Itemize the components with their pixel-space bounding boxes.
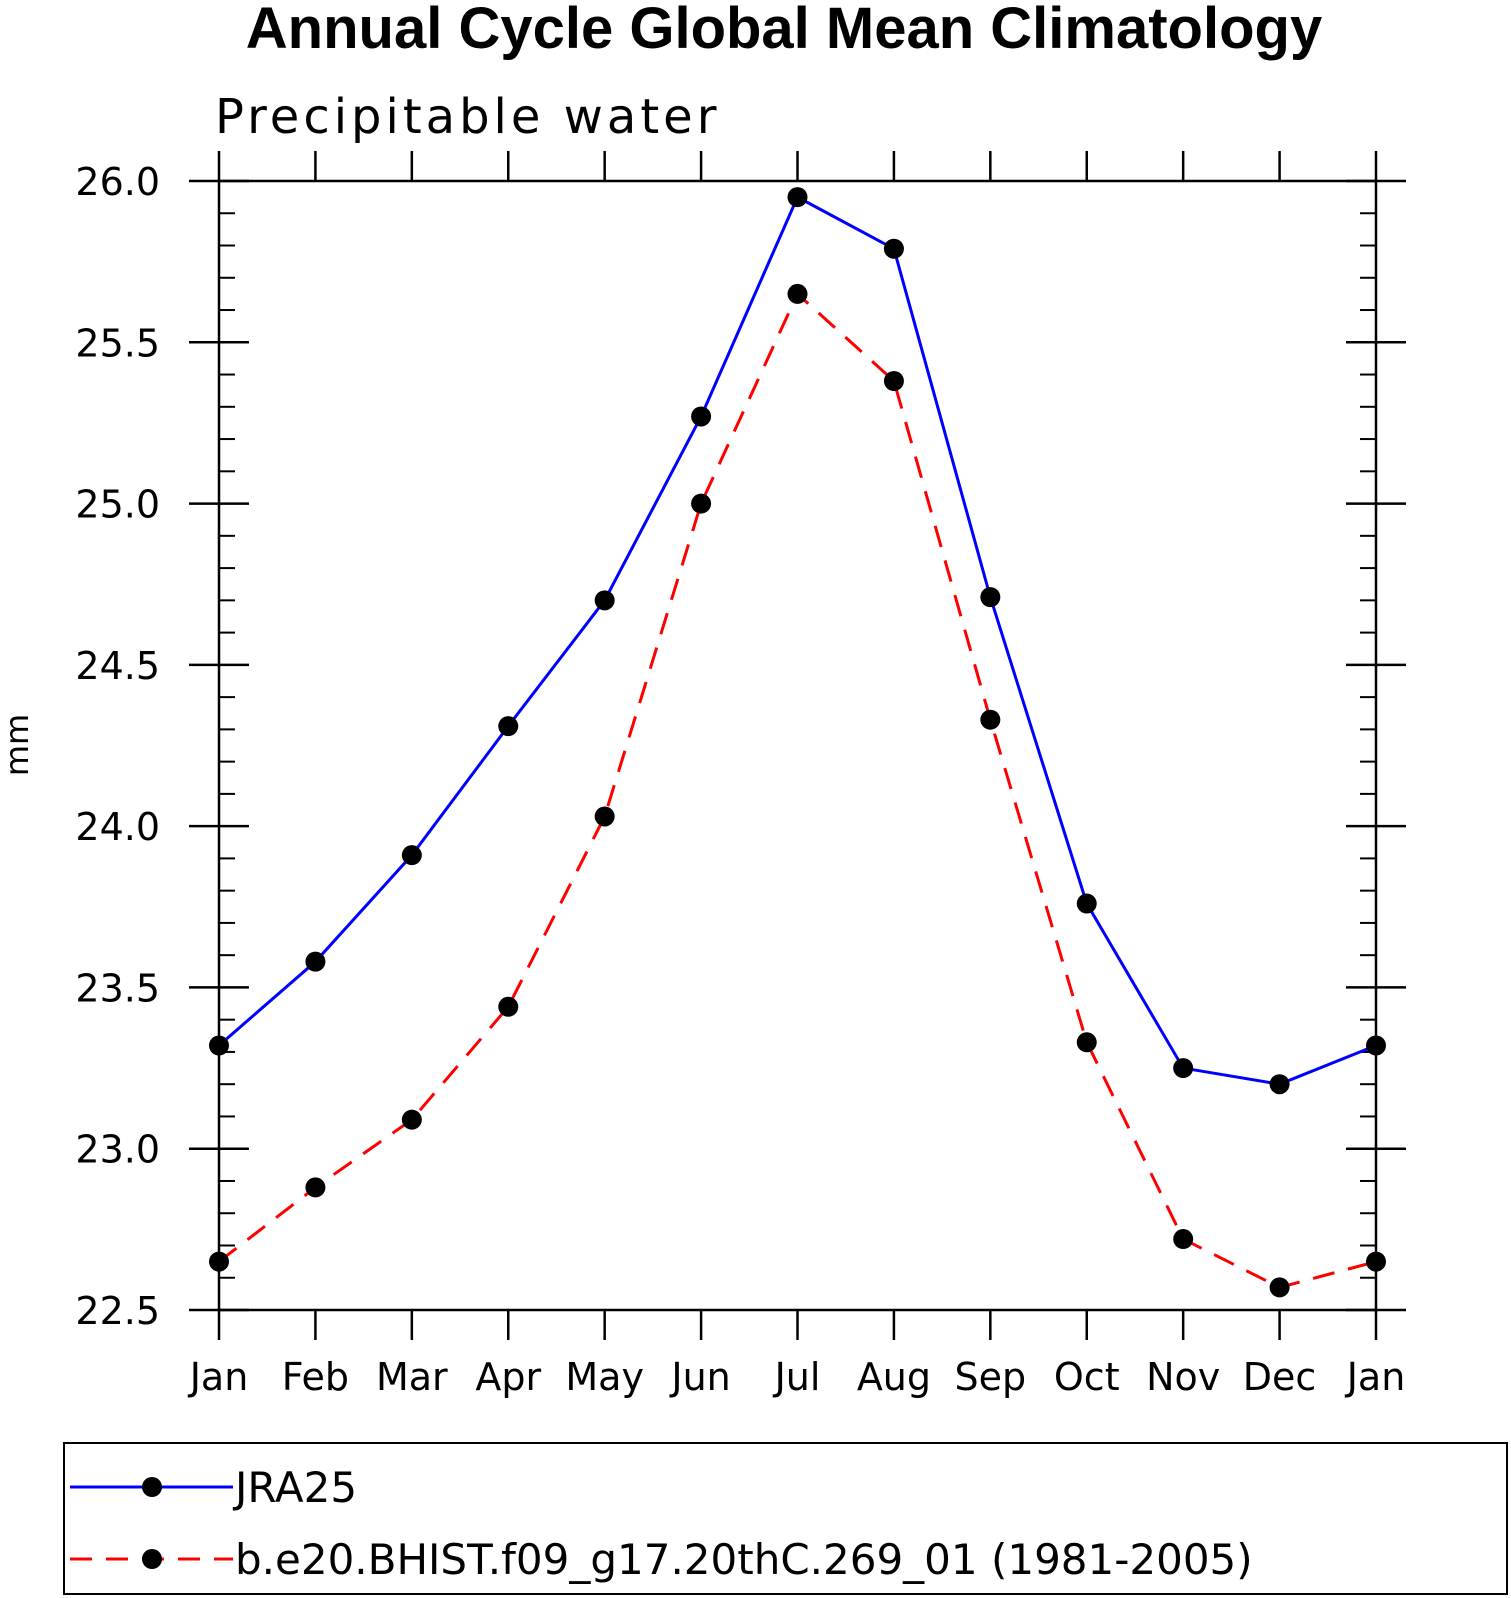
series-line-2 bbox=[218, 291, 1377, 1290]
series-2-point bbox=[787, 283, 808, 304]
series-1-point bbox=[1076, 893, 1097, 914]
x-tick-label: Jan bbox=[188, 1355, 249, 1399]
series-1-point bbox=[1269, 1074, 1290, 1095]
series-1-point bbox=[691, 406, 712, 427]
x-tick-label: Jan bbox=[1345, 1355, 1406, 1399]
x-tick-label: Feb bbox=[282, 1355, 349, 1399]
series-1-point bbox=[498, 716, 519, 737]
x-tick-label: Jul bbox=[773, 1355, 821, 1399]
legend: JRA25 b.e20.BHIST.f09_g17.20thC.269_01 (1… bbox=[63, 1442, 1508, 1595]
plot-area: Jan Feb Mar Apr May Jun Jul Aug Sep Oct Nov Dec Jan 2… bbox=[75, 151, 1406, 1399]
y-tick-label: 24.0 bbox=[75, 805, 160, 849]
x-tick-label: Apr bbox=[475, 1355, 541, 1399]
legend-marker-1 bbox=[142, 1477, 162, 1497]
y-tick-label: 25.5 bbox=[75, 321, 160, 365]
series-2-point bbox=[498, 996, 519, 1017]
x-tick-label: Mar bbox=[376, 1355, 448, 1399]
series-2-point bbox=[980, 709, 1001, 730]
series-2-point bbox=[305, 1177, 326, 1198]
y-tick-label: 23.0 bbox=[75, 1128, 160, 1172]
series-2-point bbox=[691, 493, 712, 514]
y-tick-label: 22.5 bbox=[75, 1289, 160, 1333]
series-1-point bbox=[980, 587, 1001, 608]
series-1-point bbox=[305, 951, 326, 972]
x-tick-label: Oct bbox=[1054, 1355, 1120, 1399]
chart-title: Annual Cycle Global Mean Climatology bbox=[246, 0, 1322, 61]
series-1-point bbox=[594, 590, 615, 611]
legend-box bbox=[63, 1442, 1508, 1595]
y-tick-label: 23.5 bbox=[75, 966, 160, 1010]
series-2-point bbox=[883, 370, 904, 391]
x-tick-label: Aug bbox=[857, 1355, 931, 1399]
series-1-point bbox=[401, 845, 422, 866]
series-1-point bbox=[787, 187, 808, 208]
y-axis-label: mm bbox=[0, 714, 36, 776]
chart-subtitle: Precipitable water bbox=[215, 89, 720, 145]
x-tick-label: Jun bbox=[669, 1355, 730, 1399]
series-2-point bbox=[1366, 1251, 1386, 1272]
legend-marker-2 bbox=[142, 1549, 162, 1569]
series-2-point bbox=[209, 1251, 229, 1272]
y-tick-label: 24.5 bbox=[75, 644, 160, 688]
series-2-point bbox=[1269, 1277, 1290, 1298]
series-2-point bbox=[1076, 1032, 1097, 1053]
y-tick-label: 25.0 bbox=[75, 483, 160, 527]
series-1-point bbox=[883, 238, 904, 259]
series-2-point bbox=[1173, 1229, 1194, 1250]
x-tick-label: May bbox=[565, 1355, 644, 1399]
legend-label-2: b.e20.BHIST.f09_g17.20thC.269_01 (1981-2… bbox=[235, 1535, 1253, 1584]
y-tick-label: 26.0 bbox=[75, 160, 160, 204]
series-2-point bbox=[594, 806, 615, 827]
series-line-1 bbox=[218, 195, 1377, 1086]
x-tick-label: Sep bbox=[955, 1355, 1027, 1399]
series-1-point bbox=[209, 1035, 229, 1056]
legend-label-1: JRA25 bbox=[232, 1463, 357, 1512]
series-1-point bbox=[1173, 1058, 1194, 1079]
x-tick-label: Nov bbox=[1146, 1355, 1220, 1399]
series-2-point bbox=[401, 1109, 422, 1130]
x-tick-label: Dec bbox=[1243, 1355, 1317, 1399]
plot-frame bbox=[217, 179, 1378, 1312]
series-1-point bbox=[1366, 1035, 1386, 1056]
